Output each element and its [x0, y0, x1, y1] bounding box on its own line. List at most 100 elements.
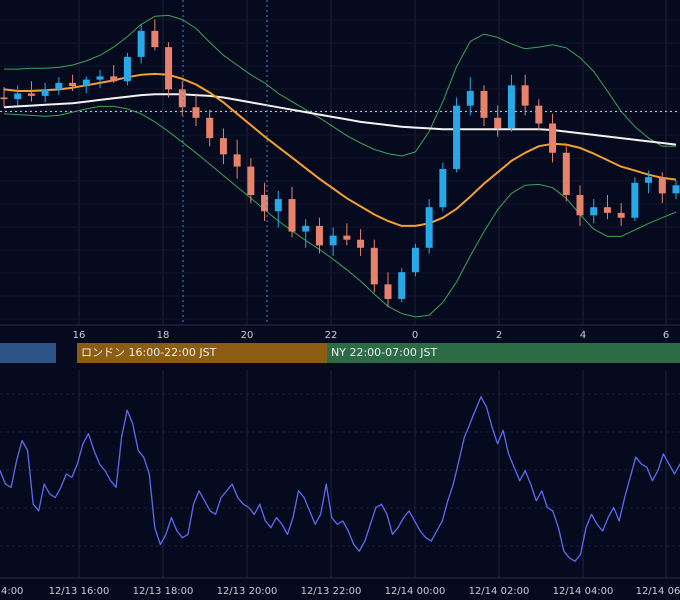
candle [411, 243, 419, 277]
candle [631, 177, 639, 221]
rsi-x-tick-label: 12/13 18:00 [133, 586, 194, 597]
candle-body [398, 272, 406, 299]
ma-long-line [3, 93, 677, 146]
x-tick-label: 2 [496, 330, 502, 341]
candle [645, 170, 653, 194]
candle [343, 223, 351, 246]
x-tick-label: 22 [325, 330, 338, 341]
candle-body [370, 247, 378, 285]
candle-body [384, 284, 392, 299]
candle-body [41, 89, 49, 96]
candle-body [123, 56, 131, 82]
main-x-axis: 16 18 20 22 0 2 4 6 [73, 330, 670, 341]
candle [398, 268, 406, 303]
candle [384, 272, 392, 308]
candle [151, 19, 159, 51]
candle-body [96, 76, 104, 80]
candle-body [576, 195, 584, 216]
candle-body [82, 79, 90, 87]
candle [82, 76, 90, 94]
candle-body [466, 91, 474, 106]
moving-averages [3, 72, 677, 227]
candle [233, 139, 241, 179]
rsi-series-line [0, 396, 680, 562]
candle-body [357, 239, 365, 248]
candle [165, 42, 173, 98]
rsi-x-tick-label: 12/14 02:00 [469, 586, 530, 597]
bollinger-upper-line [4, 14, 676, 157]
candle [27, 81, 35, 102]
candle-body [288, 199, 296, 232]
candle-body [329, 235, 337, 246]
candle [178, 81, 186, 116]
x-tick-label: 4 [580, 330, 586, 341]
candle-body [658, 177, 666, 194]
x-tick-label: 18 [157, 330, 170, 341]
candle [439, 162, 447, 212]
candle-body [14, 93, 22, 100]
x-tick-label: 6 [663, 330, 669, 341]
grid [0, 0, 680, 579]
candle [562, 146, 570, 202]
candle [370, 239, 378, 293]
candle [192, 93, 200, 126]
candle [535, 99, 543, 130]
candlesticks [0, 19, 680, 308]
rsi-x-tick-label: 12/14 06:00 [636, 586, 680, 597]
session-bar-ny: NY 22:00-07:00 JST [327, 343, 680, 363]
candle-body [137, 30, 145, 57]
candle-body [302, 225, 310, 232]
candle [96, 69, 104, 88]
candle [288, 186, 296, 238]
x-tick-label: 0 [412, 330, 418, 341]
candle [480, 85, 488, 126]
ma-short-line [3, 72, 677, 227]
candle [329, 227, 337, 256]
candle-body [110, 76, 118, 82]
candle-body [151, 30, 159, 48]
rsi-line [0, 396, 680, 562]
candle-body [672, 185, 680, 194]
candle-body [343, 235, 351, 240]
bollinger-lower-line [3, 105, 677, 318]
rsi-x-axis: 14:00 12/13 16:00 12/13 18:00 12/13 20:00 12… [0, 586, 680, 597]
candle [453, 97, 461, 173]
candle [357, 229, 365, 256]
candle-body [425, 207, 433, 248]
candle-body [645, 177, 653, 183]
candle [658, 172, 666, 204]
candle [302, 219, 310, 248]
candle [219, 128, 227, 165]
candle [247, 158, 255, 204]
candle-body [562, 152, 570, 195]
candle-body [69, 82, 77, 87]
candle [549, 113, 557, 163]
candle-body [261, 195, 269, 212]
candle-body [453, 105, 461, 169]
candle-body [411, 247, 419, 273]
candle [110, 65, 118, 83]
candle [137, 24, 145, 64]
candle [261, 182, 269, 221]
candle-body [0, 97, 8, 100]
session-bar-london: ロンドン 16:00-22:00 JST [77, 343, 327, 363]
candle [603, 195, 611, 220]
candle-body [27, 93, 35, 96]
candle [274, 190, 282, 228]
rsi-x-tick-label: 12/13 22:00 [301, 586, 362, 597]
x-tick-label: 20 [241, 330, 254, 341]
candle-body [507, 85, 515, 129]
candle [521, 74, 529, 116]
candle [0, 86, 8, 108]
candle-body [480, 91, 488, 118]
candle [315, 217, 323, 254]
candle-body [165, 47, 173, 90]
candle [672, 180, 680, 200]
candle-body [590, 207, 598, 216]
candle-body [315, 225, 323, 246]
candle-body [178, 89, 186, 108]
candle-body [206, 117, 214, 139]
candle-body [55, 82, 63, 90]
candle [69, 74, 77, 91]
